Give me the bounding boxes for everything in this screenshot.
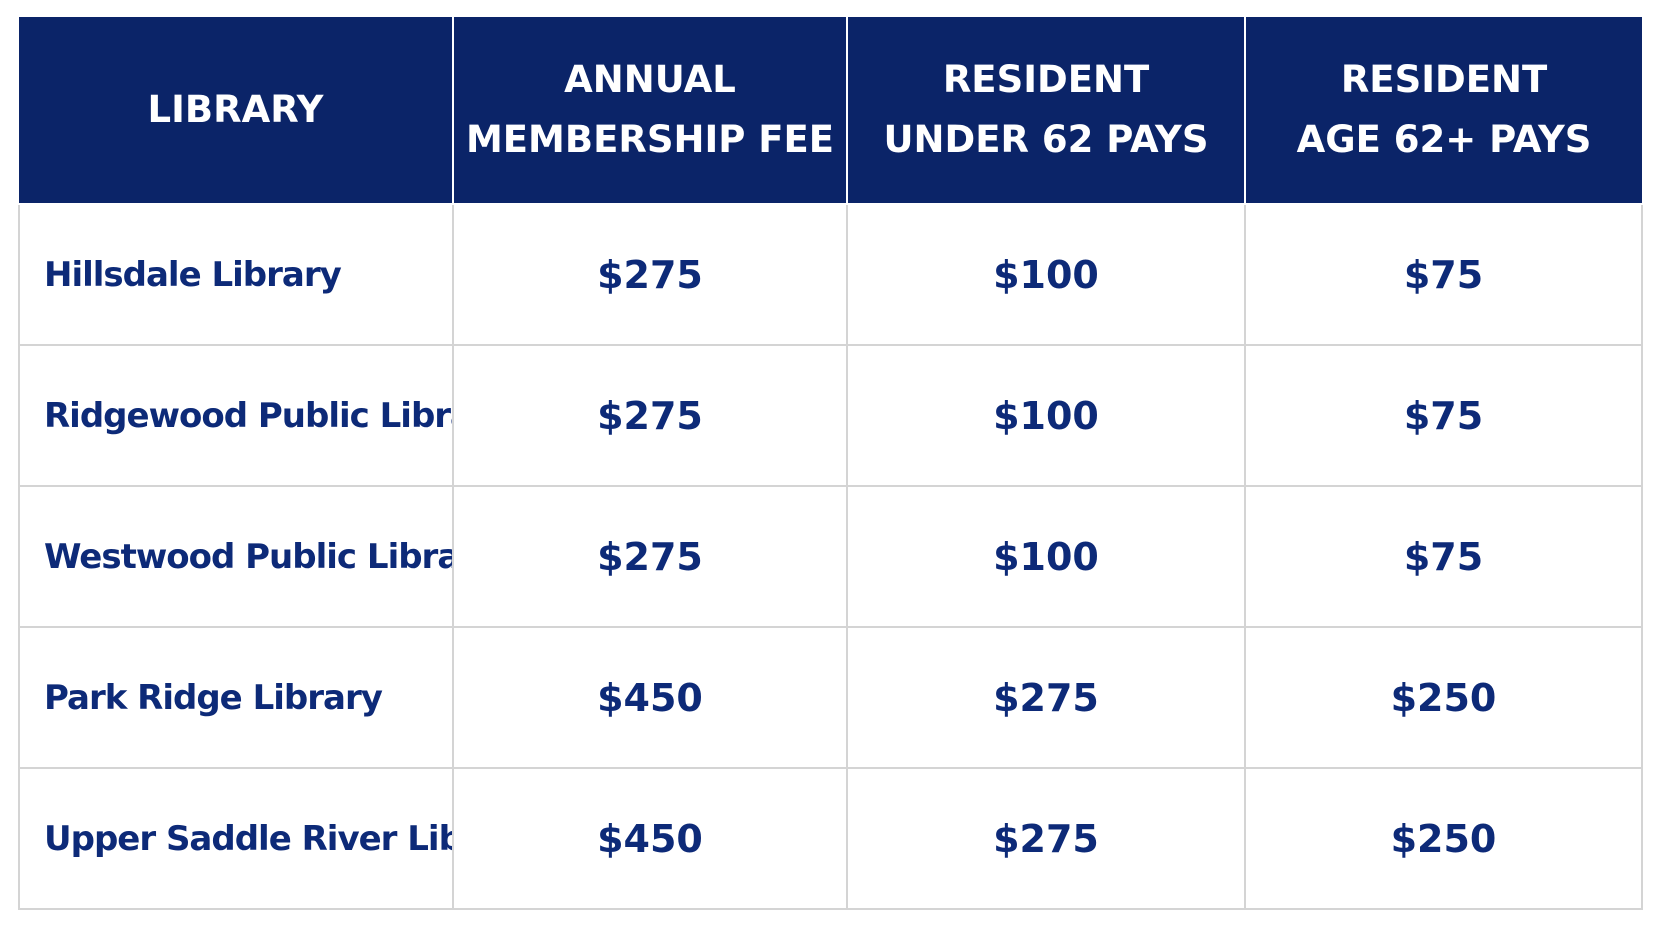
library-name-cell: Hillsdale Library bbox=[18, 203, 454, 346]
table-row: Upper Saddle River Library $450 $275 $25… bbox=[18, 767, 1643, 910]
header-row: LIBRARY ANNUAL MEMBERSHIP FEE RESIDENT U… bbox=[19, 17, 1642, 205]
library-name-cell: Park Ridge Library bbox=[18, 626, 454, 769]
resident-62-plus-fee-cell: $75 bbox=[1244, 344, 1643, 487]
table-row: Park Ridge Library $450 $275 $250 bbox=[18, 626, 1643, 769]
resident-62-plus-fee-cell: $75 bbox=[1244, 203, 1643, 346]
header-resident-under-62-line-2: UNDER 62 PAYS bbox=[883, 118, 1209, 161]
library-name-cell: Ridgewood Public Library bbox=[18, 344, 454, 487]
annual-fee-cell: $275 bbox=[452, 203, 848, 346]
resident-62-plus-fee-cell: $250 bbox=[1244, 767, 1643, 910]
header-resident-62-plus: RESIDENT AGE 62+ PAYS bbox=[1244, 17, 1642, 205]
library-fee-table: LIBRARY ANNUAL MEMBERSHIP FEE RESIDENT U… bbox=[18, 17, 1643, 910]
header-annual-membership-fee-line-1: ANNUAL bbox=[564, 58, 736, 101]
resident-62-plus-fee-cell: $75 bbox=[1244, 485, 1643, 628]
annual-fee-cell: $275 bbox=[452, 344, 848, 487]
header-resident-under-62: RESIDENT UNDER 62 PAYS bbox=[846, 17, 1246, 205]
table-row: Ridgewood Public Library $275 $100 $75 bbox=[18, 344, 1643, 487]
library-name-cell: Upper Saddle River Library bbox=[18, 767, 454, 910]
header-annual-membership-fee: ANNUAL MEMBERSHIP FEE bbox=[452, 17, 848, 205]
header-resident-under-62-line-1: RESIDENT bbox=[942, 58, 1150, 101]
annual-fee-cell: $275 bbox=[452, 485, 848, 628]
resident-under-62-fee-cell: $100 bbox=[846, 485, 1246, 628]
header-resident-62-plus-line-1: RESIDENT bbox=[1340, 58, 1548, 101]
resident-under-62-fee-cell: $275 bbox=[846, 767, 1246, 910]
annual-fee-cell: $450 bbox=[452, 626, 848, 769]
resident-62-plus-fee-cell: $250 bbox=[1244, 626, 1643, 769]
resident-under-62-fee-cell: $100 bbox=[846, 203, 1246, 346]
header-annual-membership-fee-line-2: MEMBERSHIP FEE bbox=[465, 118, 835, 161]
resident-under-62-fee-cell: $275 bbox=[846, 626, 1246, 769]
annual-fee-cell: $450 bbox=[452, 767, 848, 910]
table-row: Westwood Public Library $275 $100 $75 bbox=[18, 485, 1643, 628]
header-library: LIBRARY bbox=[19, 17, 454, 205]
library-name-cell: Westwood Public Library bbox=[18, 485, 454, 628]
table-row: Hillsdale Library $275 $100 $75 bbox=[18, 203, 1643, 346]
header-resident-62-plus-line-2: AGE 62+ PAYS bbox=[1296, 118, 1592, 161]
header-library-text: LIBRARY bbox=[147, 88, 324, 131]
resident-under-62-fee-cell: $100 bbox=[846, 344, 1246, 487]
